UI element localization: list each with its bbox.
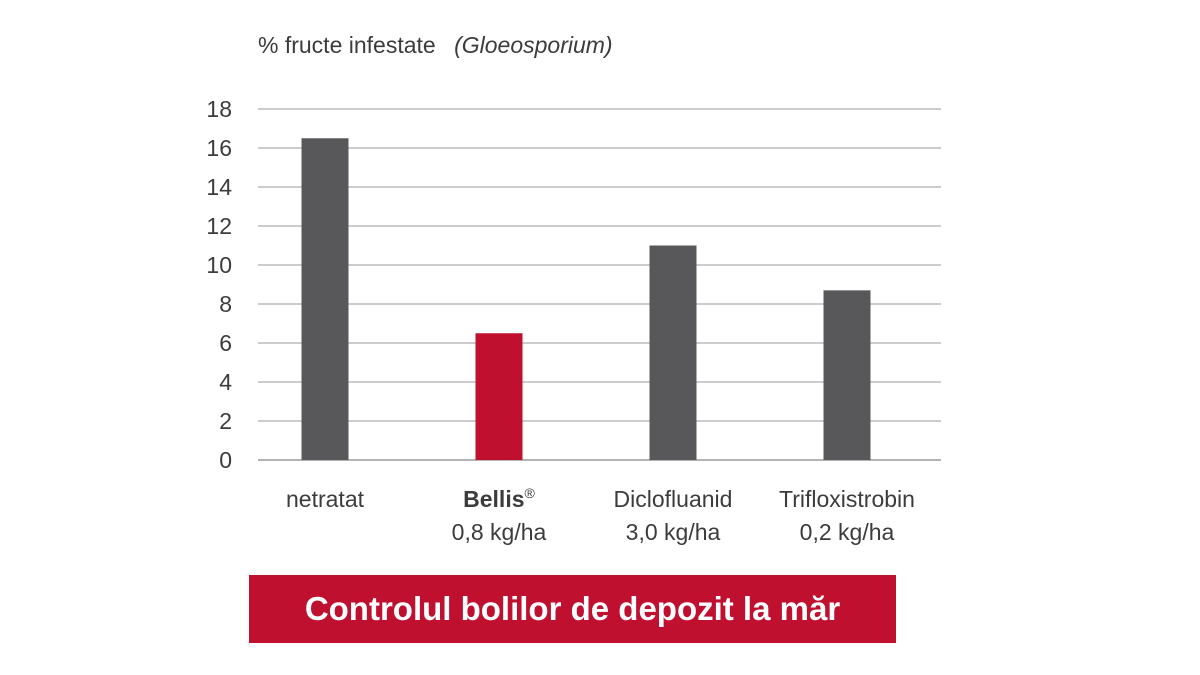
y-tick-label: 0	[219, 447, 232, 473]
y-tick-label: 14	[206, 174, 232, 200]
y-tick-label: 8	[219, 291, 232, 317]
category-label: Bellis®	[463, 485, 535, 512]
category-dose: 0,8 kg/ha	[452, 519, 547, 545]
y-tick-label: 2	[219, 408, 232, 434]
gridlines	[258, 108, 941, 461]
y-tick-label: 18	[206, 96, 232, 122]
category-name: Trifloxistrobin	[779, 486, 915, 512]
chart-title-text: Controlul bolilor de depozit la măr	[304, 590, 841, 627]
bar-netratat	[301, 138, 349, 460]
x-axis-categories: netratat Bellis® 0,8 kg/ha Diclofluanid 3,0 …	[286, 485, 915, 545]
y-axis-ticks: 0 2 4 6 8 10 12 14 16 18	[206, 96, 232, 473]
category-name: netratat	[286, 486, 365, 512]
category-name: Bellis	[463, 486, 524, 512]
category-name: Diclofluanid	[614, 486, 733, 512]
y-axis-label: % fructe infestate (Gloeosporium)	[258, 32, 613, 58]
bar-bellis	[475, 333, 523, 460]
y-tick-label: 10	[206, 252, 232, 278]
bars	[301, 138, 871, 460]
category-label: Diclofluanid	[614, 486, 733, 512]
bar-trifloxistrobin	[823, 290, 871, 460]
bar-diclofluanid	[649, 245, 697, 460]
chart-title-banner: Controlul bolilor de depozit la măr	[249, 575, 896, 643]
registered-mark: ®	[525, 485, 536, 501]
y-axis-label-italic: (Gloeosporium)	[454, 32, 613, 58]
y-axis-label-text: % fructe infestate	[258, 32, 436, 58]
category-dose: 0,2 kg/ha	[800, 519, 895, 545]
category-dose: 3,0 kg/ha	[626, 519, 721, 545]
y-tick-label: 16	[206, 135, 232, 161]
y-tick-label: 4	[219, 369, 232, 395]
y-tick-label: 6	[219, 330, 232, 356]
category-label: netratat	[286, 486, 365, 512]
y-tick-label: 12	[206, 213, 232, 239]
category-label: Trifloxistrobin	[779, 486, 915, 512]
